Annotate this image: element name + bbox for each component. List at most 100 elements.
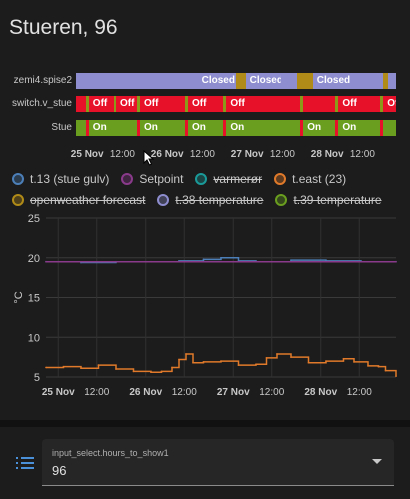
legend-item-label[interactable]: t.38 temperature [175, 193, 264, 207]
data-point[interactable] [353, 361, 355, 363]
legend-color-dot-icon[interactable] [275, 194, 288, 206]
data-point[interactable] [45, 260, 47, 263]
data-point[interactable] [132, 370, 135, 373]
timeline-segment[interactable] [114, 96, 117, 112]
timeline-segment-label: Off [92, 98, 108, 109]
data-point[interactable] [202, 361, 205, 363]
timeline-segment[interactable] [226, 96, 301, 112]
timeline-segment[interactable] [367, 73, 384, 89]
timeline-segment[interactable] [136, 120, 141, 136]
data-point[interactable] [171, 366, 173, 369]
timeline-segment[interactable] [226, 120, 301, 136]
timeline-segment[interactable] [303, 96, 336, 112]
data-point[interactable] [115, 368, 117, 370]
timeline-segment[interactable] [335, 96, 339, 112]
data-point[interactable] [255, 363, 257, 366]
timeline-segment[interactable] [380, 96, 384, 112]
timeline-segment[interactable] [223, 120, 227, 136]
timeline-segment[interactable] [88, 120, 138, 136]
timeline-bar[interactable]: Closed Closed Closed [76, 73, 396, 89]
timeline-bar[interactable]: On On On On On On [76, 120, 396, 136]
legend-color-dot-icon[interactable] [274, 173, 287, 185]
timeline-segment[interactable] [140, 120, 186, 136]
legend-item-label[interactable]: Setpoint [139, 172, 184, 186]
data-point[interactable] [290, 259, 292, 261]
timeline-segment[interactable] [335, 120, 339, 136]
timeline-segment[interactable] [76, 96, 87, 112]
data-point[interactable] [80, 367, 82, 370]
legend-color-dot-icon[interactable] [12, 194, 24, 206]
timeline-segment[interactable] [223, 96, 227, 112]
timeline-segment[interactable] [383, 96, 396, 112]
timeline-segment[interactable] [296, 73, 314, 89]
timeline-segment[interactable] [76, 120, 87, 136]
data-point[interactable] [220, 360, 222, 362]
data-point[interactable] [342, 357, 345, 360]
legend-item-label[interactable]: t.39 temperature [293, 193, 382, 207]
data-point[interactable] [384, 369, 387, 372]
timeline-segment[interactable] [188, 120, 224, 136]
timeline-segment[interactable] [184, 96, 189, 112]
timeline-segment[interactable] [383, 120, 396, 136]
data-point[interactable] [202, 258, 205, 261]
data-point[interactable] [185, 353, 187, 355]
timeline-segment[interactable] [188, 96, 224, 112]
legend-item-label[interactable]: t.13 (stue gulv) [30, 172, 110, 186]
legend-item-label[interactable]: t.east (23) [292, 172, 347, 186]
x-tick-label: 28 Nov [304, 387, 337, 398]
data-point[interactable] [220, 256, 222, 259]
data-point[interactable] [265, 357, 268, 359]
legend-color-dot-icon[interactable] [12, 173, 24, 185]
timeline-segment[interactable] [116, 96, 138, 112]
data-point[interactable] [97, 364, 100, 366]
timeline-segment[interactable] [85, 120, 90, 136]
timeline-segment[interactable] [136, 96, 141, 112]
hours-to-show-select[interactable]: input_select.hours_to_show1 96 [42, 439, 394, 486]
timeline-segment[interactable] [85, 96, 90, 112]
legend-color-dot-icon[interactable] [195, 173, 208, 185]
timeline-segment[interactable] [184, 120, 189, 136]
data-point[interactable] [62, 365, 65, 368]
timeline-x-tick: 12:00 [189, 149, 215, 160]
timeline-segment[interactable] [140, 96, 186, 112]
timeline-segment[interactable] [388, 73, 396, 89]
data-point[interactable] [307, 361, 310, 364]
legend-color-dot-icon[interactable] [121, 173, 134, 185]
timeline-segment[interactable] [383, 73, 389, 89]
dropdown-arrow-icon[interactable] [372, 459, 382, 464]
timeline-segment[interactable] [312, 73, 368, 89]
legend-item-label[interactable]: openweather forecast [30, 193, 146, 207]
data-point[interactable] [237, 364, 240, 366]
data-point[interactable] [45, 366, 47, 369]
timeline-segment[interactable] [300, 96, 304, 112]
data-point[interactable] [395, 375, 397, 378]
legend-item-label[interactable]: varmerør [213, 172, 263, 186]
timeline-segment[interactable] [245, 73, 282, 89]
data-point[interactable] [377, 365, 380, 368]
timeline-segment[interactable] [380, 120, 384, 136]
history-card: Stueren, 96 zemi4.spise2 Closed Closed Clos… [0, 0, 410, 420]
legend-color-dot-icon[interactable] [157, 194, 170, 206]
format-list-icon [16, 457, 34, 469]
timeline-segment[interactable] [197, 73, 237, 89]
timeline-segment[interactable] [236, 73, 247, 89]
timeline-segment[interactable] [88, 96, 115, 112]
data-point[interactable] [367, 365, 369, 367]
data-point[interactable] [395, 260, 397, 263]
timeline-segment[interactable] [338, 96, 381, 112]
timeline-segment[interactable] [338, 120, 381, 136]
data-point[interactable] [290, 356, 292, 358]
temperature-line-chart[interactable]: 5 10 15 20 25 25 Nov 12:00 26 Nov 12:00 27 Nov 12:… [0, 210, 410, 420]
data-point[interactable] [192, 361, 194, 364]
timeline-segment[interactable] [280, 73, 298, 89]
data-point[interactable] [276, 353, 278, 355]
timeline-segment-label: Off [230, 98, 245, 109]
timeline-segment[interactable] [303, 120, 336, 136]
data-point[interactable] [325, 360, 327, 362]
data-point[interactable] [178, 358, 180, 361]
timeline-segment[interactable] [76, 73, 199, 89]
timeline-segment[interactable] [300, 120, 304, 136]
timeline-bar[interactable]: Off Off Off Off Off Off Off [76, 96, 396, 112]
data-point[interactable] [150, 371, 152, 374]
data-point[interactable] [160, 370, 163, 373]
